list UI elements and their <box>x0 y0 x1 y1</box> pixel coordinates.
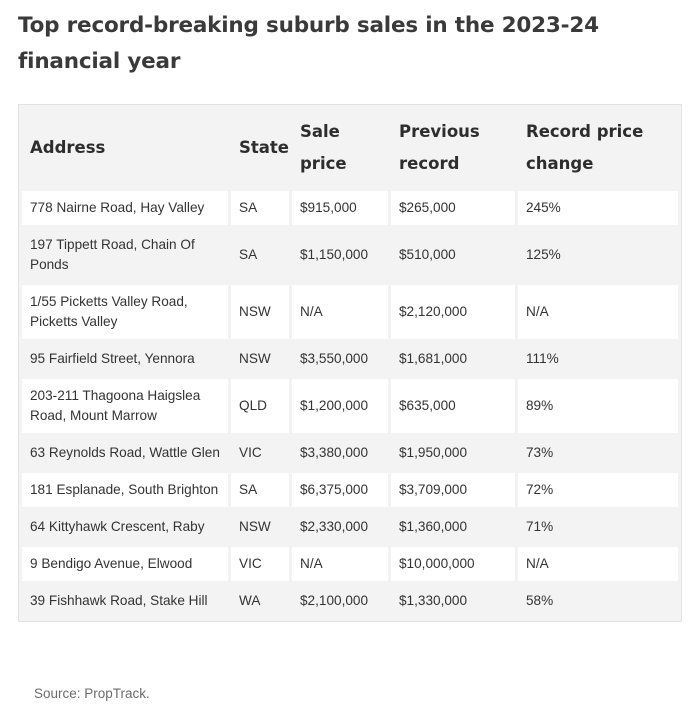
cell-address: 203-211 Thagoona Haigslea Road, Mount Ma… <box>22 379 228 433</box>
sales-table: Address State Sale price Previous record… <box>19 105 681 621</box>
cell-sale-price: $915,000 <box>292 191 388 225</box>
cell-sale-price: $2,100,000 <box>292 584 388 618</box>
cell-record-price-change: 58% <box>518 584 678 618</box>
cell-state: SA <box>231 473 289 507</box>
cell-address: 39 Fishhawk Road, Stake Hill <box>22 584 228 618</box>
cell-record-price-change: 72% <box>518 473 678 507</box>
source-note: Source: PropTrack. <box>34 686 150 701</box>
table-row: 181 Esplanade, South Brighton SA $6,375,00… <box>22 473 678 507</box>
cell-address: 778 Nairne Road, Hay Valley <box>22 191 228 225</box>
cell-address: 9 Bendigo Avenue, Elwood <box>22 547 228 581</box>
cell-address: 197 Tippett Road, Chain Of Ponds <box>22 228 228 282</box>
cell-record-price-change: 111% <box>518 342 678 376</box>
cell-record-price-change: 89% <box>518 379 678 433</box>
cell-address: 1/55 Picketts Valley Road, Picketts Vall… <box>22 285 228 339</box>
cell-address: 64 Kittyhawk Crescent, Raby <box>22 510 228 544</box>
column-header-record-price-change: Record price change <box>518 108 678 188</box>
cell-previous-record: $2,120,000 <box>391 285 515 339</box>
cell-record-price-change: 245% <box>518 191 678 225</box>
cell-state: WA <box>231 584 289 618</box>
page-title: Top record-breaking suburb sales in the … <box>18 13 599 74</box>
table-row: 39 Fishhawk Road, Stake Hill WA $2,100,000… <box>22 584 678 618</box>
cell-sale-price: $2,330,000 <box>292 510 388 544</box>
cell-sale-price: $1,150,000 <box>292 228 388 282</box>
cell-record-price-change: N/A <box>518 547 678 581</box>
cell-state: SA <box>231 191 289 225</box>
cell-sale-price: $6,375,000 <box>292 473 388 507</box>
table-row: 63 Reynolds Road, Wattle Glen VIC $3,380,0… <box>22 436 678 470</box>
table-row: 95 Fairfield Street, Yennora NSW $3,550,00… <box>22 342 678 376</box>
cell-address: 95 Fairfield Street, Yennora <box>22 342 228 376</box>
cell-previous-record: $635,000 <box>391 379 515 433</box>
column-header-state: State <box>231 108 289 188</box>
cell-sale-price: $3,550,000 <box>292 342 388 376</box>
cell-sale-price: $3,380,000 <box>292 436 388 470</box>
table-header-row: Address State Sale price Previous record… <box>22 108 678 188</box>
cell-address: 181 Esplanade, South Brighton <box>22 473 228 507</box>
cell-state: QLD <box>231 379 289 433</box>
cell-address: 63 Reynolds Road, Wattle Glen <box>22 436 228 470</box>
cell-state: NSW <box>231 285 289 339</box>
cell-previous-record: $1,330,000 <box>391 584 515 618</box>
cell-state: VIC <box>231 547 289 581</box>
cell-previous-record: $1,950,000 <box>391 436 515 470</box>
cell-record-price-change: 71% <box>518 510 678 544</box>
cell-previous-record: $3,709,000 <box>391 473 515 507</box>
table-row: 64 Kittyhawk Crescent, Raby NSW $2,330,000… <box>22 510 678 544</box>
cell-record-price-change: 73% <box>518 436 678 470</box>
table-row: 203-211 Thagoona Haigslea Road, Mount Ma… <box>22 379 678 433</box>
cell-record-price-change: N/A <box>518 285 678 339</box>
cell-state: VIC <box>231 436 289 470</box>
cell-sale-price: $1,200,000 <box>292 379 388 433</box>
table-row: 197 Tippett Road, Chain Of Ponds SA $1,150… <box>22 228 678 282</box>
cell-state: NSW <box>231 342 289 376</box>
table-body: 778 Nairne Road, Hay Valley SA $915,000 $26… <box>22 191 678 618</box>
table-row: 9 Bendigo Avenue, Elwood VIC N/A $10,000,00… <box>22 547 678 581</box>
column-header-previous-record: Previous record <box>391 108 515 188</box>
sales-table-container: Address State Sale price Previous record… <box>18 104 682 622</box>
cell-state: SA <box>231 228 289 282</box>
cell-record-price-change: 125% <box>518 228 678 282</box>
column-header-address: Address <box>22 108 228 188</box>
cell-previous-record: $1,360,000 <box>391 510 515 544</box>
cell-previous-record: $10,000,000 <box>391 547 515 581</box>
cell-sale-price: N/A <box>292 547 388 581</box>
cell-previous-record: $265,000 <box>391 191 515 225</box>
column-header-sale-price: Sale price <box>292 108 388 188</box>
table-row: 1/55 Picketts Valley Road, Picketts Vall… <box>22 285 678 339</box>
cell-previous-record: $1,681,000 <box>391 342 515 376</box>
cell-sale-price: N/A <box>292 285 388 339</box>
cell-previous-record: $510,000 <box>391 228 515 282</box>
table-row: 778 Nairne Road, Hay Valley SA $915,000 $26… <box>22 191 678 225</box>
cell-state: NSW <box>231 510 289 544</box>
